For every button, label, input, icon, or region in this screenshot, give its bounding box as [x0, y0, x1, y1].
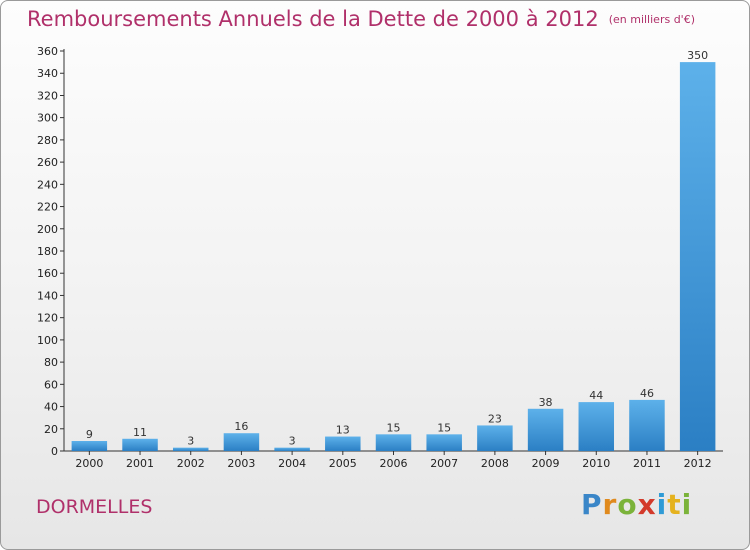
bar: [71, 441, 108, 451]
x-tick-label: 2010: [582, 457, 610, 470]
y-tick-label: 0: [51, 445, 58, 458]
data-label: 23: [488, 412, 502, 425]
bar: [578, 402, 615, 451]
bar: [122, 438, 158, 451]
y-tick-label: 320: [37, 89, 58, 102]
data-label: 3: [289, 435, 296, 448]
x-tick-label: 2005: [329, 457, 357, 470]
commune-name: DORMELLES: [36, 496, 153, 518]
x-tick-label: 2000: [75, 457, 103, 470]
data-labels: 9 11 3 16 3 13 15 15 23 38 44 46 350: [86, 49, 708, 448]
chart-title-text: Remboursements Annuels de la Dette de 20…: [27, 7, 599, 31]
logo-letter: r: [602, 488, 618, 521]
x-tick-label: 2008: [481, 457, 509, 470]
y-tick-label: 140: [37, 289, 58, 302]
data-label: 46: [640, 387, 654, 400]
x-tick-label: 2004: [278, 457, 306, 470]
logo-letter: i: [681, 488, 693, 521]
logo-letter: i: [656, 488, 668, 521]
bar: [325, 436, 361, 451]
y-tick-label: 360: [37, 45, 58, 58]
logo-letter: x: [637, 488, 657, 521]
bar: [629, 399, 665, 451]
x-tick-label: 2001: [126, 457, 154, 470]
data-label: 11: [133, 426, 147, 439]
bar: [172, 447, 209, 451]
x-tick-label: 2002: [177, 457, 205, 470]
y-tick-label: 120: [37, 312, 58, 325]
data-label: 13: [336, 424, 350, 437]
logo-letter: P: [581, 488, 603, 521]
bars: [71, 62, 716, 451]
y-tick-label: 260: [37, 156, 58, 169]
y-tick-label: 300: [37, 112, 58, 125]
y-tick-label: 100: [37, 334, 58, 347]
bar: [679, 62, 716, 451]
data-label: 15: [387, 421, 401, 434]
data-label: 9: [86, 428, 93, 441]
x-tick-label: 2009: [532, 457, 560, 470]
x-tick-label: 2006: [380, 457, 408, 470]
proxiti-logo: Proxiti: [581, 488, 692, 521]
axes: 0 20 40 60 80 100 120 140 160 180 200 220 240 260 280 3…: [37, 45, 723, 470]
y-tick-label: 280: [37, 134, 58, 147]
bar: [223, 433, 260, 451]
y-tick-label: 20: [44, 423, 58, 436]
bar: [426, 434, 462, 451]
y-tick-label: 60: [44, 378, 58, 391]
bar: [477, 425, 513, 451]
data-label: 16: [234, 420, 248, 433]
y-tick-label: 80: [44, 356, 58, 369]
data-label: 38: [539, 396, 553, 409]
data-label: 44: [589, 389, 603, 402]
y-tick-label: 240: [37, 178, 58, 191]
chart-title: Remboursements Annuels de la Dette de 20…: [27, 7, 695, 31]
chart-unit-note: (en milliers d'€): [608, 13, 695, 26]
y-tick-label: 200: [37, 223, 58, 236]
x-tick-label: 2012: [684, 457, 712, 470]
y-tick-label: 220: [37, 201, 58, 214]
x-tick-label: 2003: [227, 457, 255, 470]
data-label: 15: [437, 421, 451, 434]
bar: [527, 408, 564, 451]
y-tick-label: 160: [37, 267, 58, 280]
data-label: 350: [687, 49, 708, 62]
bar: [375, 434, 412, 451]
y-tick-label: 340: [37, 67, 58, 80]
logo-letter: o: [617, 488, 638, 521]
logo-letter: t: [667, 488, 682, 521]
data-label: 3: [187, 435, 194, 448]
y-tick-label: 180: [37, 245, 58, 258]
y-tick-label: 40: [44, 401, 58, 414]
x-tick-label: 2007: [430, 457, 458, 470]
bar: [274, 447, 310, 451]
x-tick-label: 2011: [633, 457, 661, 470]
